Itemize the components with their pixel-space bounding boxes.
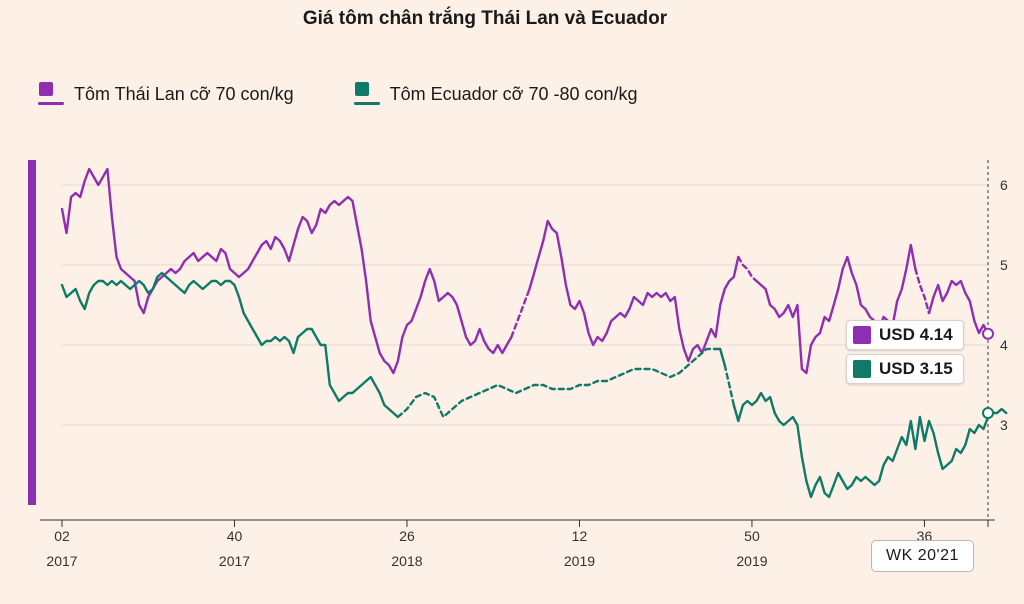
y-tick-label-4: 4 bbox=[1000, 337, 1008, 353]
legend-label-ecuador: Tôm Ecuador cỡ 70 -80 con/kg bbox=[389, 83, 638, 104]
thailand-tag-swatch bbox=[853, 326, 871, 344]
legend-swatch-thailand bbox=[38, 80, 64, 108]
ecuador-line-values_dashed2 bbox=[723, 363, 735, 407]
legend-item-ecuador: Tôm Ecuador cỡ 70 -80 con/kg bbox=[353, 80, 638, 108]
thailand-last-value-tag: USD 4.14 bbox=[846, 320, 964, 350]
thailand-line-values_cont3 bbox=[891, 243, 917, 327]
x-tick-year-26: 2018 bbox=[391, 553, 422, 569]
y-tick-label-6: 6 bbox=[1000, 177, 1008, 193]
thailand-end-point bbox=[982, 327, 994, 340]
thailand-line-values_dashed2 bbox=[737, 255, 758, 283]
legend-swatch-ecuador bbox=[353, 80, 380, 108]
thailand-line-values_cont bbox=[528, 219, 740, 363]
left-accent-bar bbox=[28, 160, 36, 505]
ecuador-line-values bbox=[60, 271, 400, 419]
end-week-marker: WK 20'21 bbox=[871, 540, 974, 572]
thailand-line-values_dashed4 bbox=[914, 267, 931, 315]
legend-label-thailand: Tôm Thái Lan cỡ 70 con/kg bbox=[74, 83, 294, 104]
y-tick-label-5: 5 bbox=[1000, 257, 1008, 273]
x-tick-label-02: 02 bbox=[54, 528, 70, 544]
thailand-line-values bbox=[60, 167, 513, 375]
thailand-line-values_cont2 bbox=[755, 255, 885, 375]
x-tick-label-26: 26 bbox=[399, 528, 415, 544]
ecuador-line-values_dashed bbox=[396, 347, 717, 419]
x-tick-label-50: 50 bbox=[744, 528, 760, 544]
y-tick-label-3: 3 bbox=[1000, 417, 1008, 433]
ecuador-end-point bbox=[982, 407, 994, 419]
x-tick-year-50: 2019 bbox=[736, 553, 767, 569]
thailand-line-values_cont4 bbox=[927, 279, 990, 335]
ecuador-line-values_cont2 bbox=[732, 391, 1008, 499]
legend: Tôm Thái Lan cỡ 70 con/kg Tôm Ecuador cỡ… bbox=[38, 80, 638, 108]
legend-item-thailand: Tôm Thái Lan cỡ 70 con/kg bbox=[38, 80, 294, 108]
ecuador-last-value-tag: USD 3.15 bbox=[846, 354, 964, 384]
ecuador-line-values_cont bbox=[714, 347, 726, 367]
thailand-line-values_dashed bbox=[510, 287, 531, 339]
x-tick-label-40: 40 bbox=[227, 528, 243, 544]
x-tick-label-12: 12 bbox=[572, 528, 588, 544]
ecuador-tag-swatch bbox=[853, 360, 871, 378]
chart-title: Giá tôm chân trắng Thái Lan và Ecuador bbox=[302, 8, 668, 29]
x-tick-year-02: 2017 bbox=[46, 553, 77, 569]
thailand-last-value: USD 4.14 bbox=[879, 325, 953, 344]
ecuador-last-value: USD 3.15 bbox=[879, 359, 953, 378]
x-tick-year-12: 2019 bbox=[564, 553, 595, 569]
x-tick-year-40: 2017 bbox=[219, 553, 250, 569]
